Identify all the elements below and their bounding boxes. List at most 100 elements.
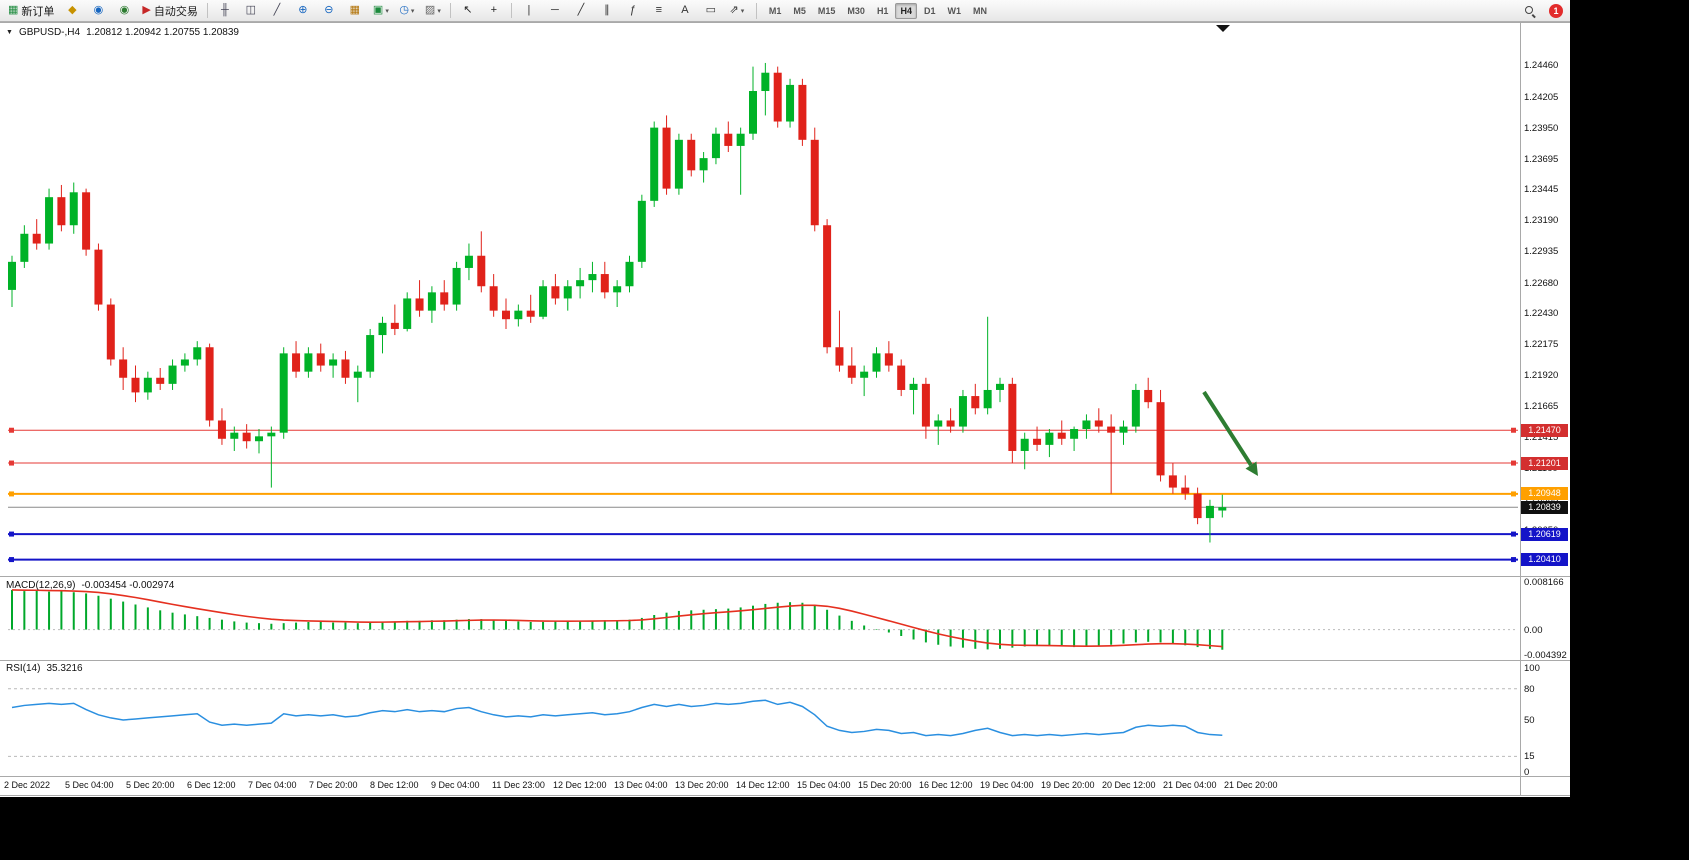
candle-body [168, 365, 177, 384]
chart-area[interactable]: 1.24460 1.24205 1.23950 1.23695 1.23445 1.231… [0, 22, 1570, 797]
text-label-button[interactable]: ▭ [699, 1, 723, 21]
autotrading-button-label: 自动交易 [153, 5, 198, 18]
candle-body [897, 365, 906, 390]
timeframe-m1-button[interactable]: M1 [768, 5, 782, 16]
candlestick-chart-button[interactable]: ◫ [239, 1, 263, 21]
candle-body [427, 292, 436, 311]
timeframe-h1-button[interactable]: H1 [876, 5, 889, 16]
metaeditor-icon: ◆ [68, 4, 77, 16]
candle-body [946, 420, 955, 427]
hline-handle[interactable] [9, 427, 14, 433]
timeframe-m30-button[interactable]: M30 [847, 5, 865, 16]
tile-windows-button[interactable]: ▦ [343, 1, 367, 21]
candle-body [1144, 389, 1153, 403]
crosshair-button[interactable]: + [482, 1, 506, 21]
candle-body [131, 377, 140, 393]
candle-body [835, 347, 844, 366]
chevron-down-icon[interactable]: ▾ [410, 7, 415, 15]
candlestick-icon: ◫ [245, 4, 257, 16]
candle-body [341, 359, 350, 378]
hline-handle[interactable] [1511, 491, 1516, 497]
candle-body [45, 197, 54, 244]
timeframe-d1-button[interactable]: D1 [923, 5, 936, 16]
channel-button[interactable]: ∥ [595, 1, 619, 21]
fibonacci-button[interactable]: ƒ [621, 1, 645, 21]
metaeditor-button[interactable]: ◆ [60, 1, 84, 21]
arrows-button[interactable]: ⇗ ▾ [725, 1, 749, 21]
candle-body [921, 383, 930, 427]
hline-handle[interactable] [9, 460, 14, 466]
candle-body [329, 359, 338, 366]
autotrading-button[interactable]: ▶ 自动交易 [138, 1, 201, 21]
chevron-down-icon[interactable]: ▾ [385, 7, 389, 15]
candle-body [884, 353, 893, 366]
candle-body [1008, 383, 1017, 451]
search-button[interactable] [1518, 1, 1542, 21]
timeframe-h4-button[interactable]: H4 [895, 2, 917, 19]
timeframe-mn-button[interactable]: MN [972, 5, 987, 16]
hline-handle[interactable] [9, 531, 14, 537]
zoom-out-icon: ⊖ [324, 4, 334, 16]
candle-body [94, 249, 103, 305]
vertical-line-button[interactable]: | [517, 1, 541, 21]
candle-body [292, 353, 301, 372]
line-chart-button[interactable]: ╱ [265, 1, 289, 21]
timeframe-w1-button[interactable]: W1 [947, 5, 961, 16]
macd-values: -0.003454 -0.002974 [81, 580, 175, 591]
candle-body [267, 432, 276, 437]
indicators-button[interactable]: ▣ ▾ [369, 1, 393, 21]
fibonacci-icon: ƒ [629, 4, 636, 16]
candle-body [600, 274, 609, 293]
candle-body [32, 233, 41, 244]
text-button[interactable]: A [673, 1, 697, 21]
templates-button[interactable]: ▨ ▾ [421, 1, 445, 21]
community-button[interactable]: ◉ [112, 1, 136, 21]
horizontal-line-button[interactable]: ─ [543, 1, 567, 21]
bar-chart-button[interactable]: ╫ [213, 1, 237, 21]
trend-arrow[interactable] [1202, 390, 1253, 467]
candle-body [996, 383, 1004, 390]
candle-body [1168, 475, 1177, 488]
trendline-button[interactable]: ╱ [569, 1, 593, 21]
candle-body [502, 310, 510, 320]
candle-body [1107, 426, 1116, 433]
crosshair-icon: + [490, 4, 498, 16]
cursor-button[interactable]: ↖ [456, 1, 480, 21]
candle-body [514, 310, 523, 320]
shapes-button[interactable]: ≡ [647, 1, 671, 21]
candle-body [1193, 493, 1202, 519]
zoom-out-button[interactable]: ⊖ [317, 1, 341, 21]
text-icon: A [681, 4, 689, 16]
periods-button[interactable]: ◷ ▾ [395, 1, 419, 21]
candle-body [106, 304, 115, 360]
hline-handle[interactable] [9, 491, 14, 497]
rsi-label: RSI(14) [6, 663, 41, 674]
candle-body [57, 197, 66, 226]
chevron-down-icon[interactable]: ▾ [437, 7, 441, 15]
toolbar-separator [510, 3, 512, 18]
candle-body [773, 72, 782, 122]
hline-handle[interactable] [9, 557, 14, 563]
history-center-button[interactable]: ◉ [86, 1, 110, 21]
candle-body [69, 192, 78, 226]
candle-body [847, 365, 856, 378]
candle-body [588, 274, 597, 281]
clock-icon: ◷ [399, 4, 409, 16]
timeframe-m15-button[interactable]: M15 [817, 5, 836, 16]
hline-handle[interactable] [1511, 531, 1516, 537]
rsi-value: 35.3216 [46, 663, 83, 674]
notification-badge[interactable]: 1 [1549, 3, 1563, 18]
timeframe-m5-button[interactable]: M5 [793, 5, 806, 16]
hline-handle[interactable] [1511, 427, 1516, 433]
new-order-button[interactable]: ▦ 新订单 [4, 1, 58, 21]
search-icon [1524, 5, 1536, 17]
symbol-dropdown-icon[interactable]: ▼ [6, 29, 13, 36]
zoom-in-button[interactable]: ⊕ [291, 1, 315, 21]
candle-body [637, 200, 646, 262]
candle-body [1119, 426, 1128, 433]
hline-handle[interactable] [1511, 557, 1516, 563]
candle-body [958, 396, 967, 427]
indicators-icon: ▣ [372, 4, 384, 16]
hline-handle[interactable] [1511, 460, 1516, 466]
chevron-down-icon[interactable]: ▾ [740, 7, 745, 15]
